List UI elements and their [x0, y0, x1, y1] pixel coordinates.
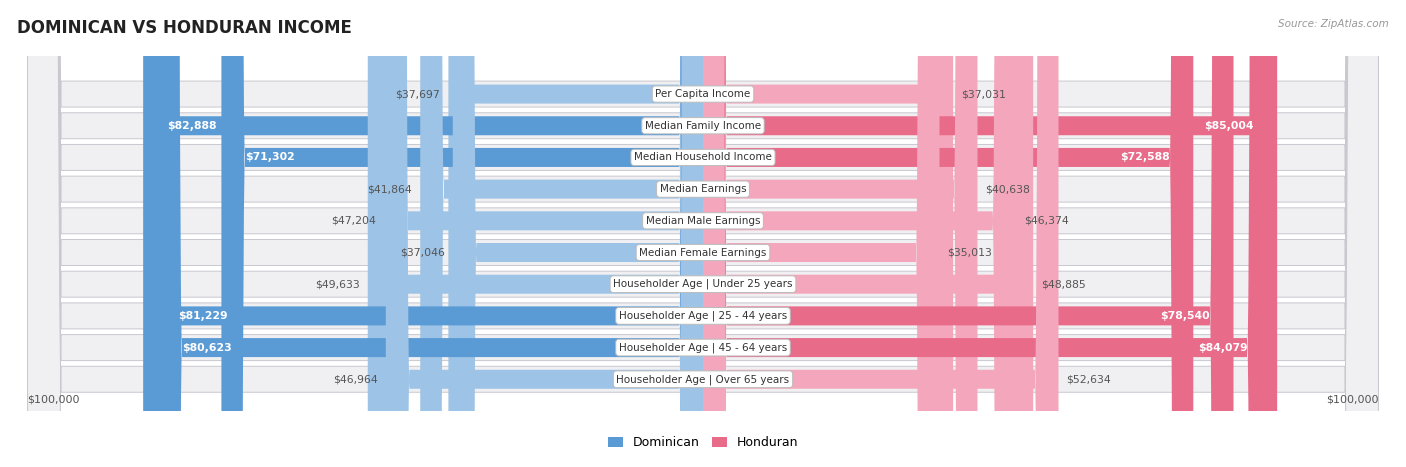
Text: Median Earnings: Median Earnings: [659, 184, 747, 194]
FancyBboxPatch shape: [28, 0, 1378, 467]
Text: $37,697: $37,697: [395, 89, 440, 99]
Text: $47,204: $47,204: [332, 216, 375, 226]
FancyBboxPatch shape: [703, 0, 1277, 467]
FancyBboxPatch shape: [155, 0, 703, 467]
FancyBboxPatch shape: [28, 0, 1378, 467]
FancyBboxPatch shape: [703, 0, 939, 467]
Legend: Dominican, Honduran: Dominican, Honduran: [603, 432, 803, 454]
Text: $48,885: $48,885: [1042, 279, 1085, 289]
FancyBboxPatch shape: [703, 0, 1017, 467]
Text: Median Female Earnings: Median Female Earnings: [640, 248, 766, 257]
Text: $81,229: $81,229: [179, 311, 228, 321]
Text: Householder Age | 25 - 44 years: Householder Age | 25 - 44 years: [619, 311, 787, 321]
FancyBboxPatch shape: [703, 0, 1059, 467]
FancyBboxPatch shape: [28, 0, 1378, 467]
FancyBboxPatch shape: [703, 0, 1271, 467]
FancyBboxPatch shape: [28, 0, 1378, 467]
FancyBboxPatch shape: [28, 0, 1378, 467]
Text: Householder Age | Under 25 years: Householder Age | Under 25 years: [613, 279, 793, 290]
Text: $71,302: $71,302: [245, 152, 295, 163]
FancyBboxPatch shape: [28, 0, 1378, 467]
FancyBboxPatch shape: [28, 0, 1378, 467]
Text: $46,964: $46,964: [333, 374, 378, 384]
FancyBboxPatch shape: [384, 0, 703, 467]
Text: Per Capita Income: Per Capita Income: [655, 89, 751, 99]
FancyBboxPatch shape: [420, 0, 703, 467]
Text: $85,004: $85,004: [1204, 121, 1254, 131]
FancyBboxPatch shape: [28, 0, 1378, 467]
Text: DOMINICAN VS HONDURAN INCOME: DOMINICAN VS HONDURAN INCOME: [17, 19, 352, 37]
FancyBboxPatch shape: [143, 0, 703, 467]
Text: $100,000: $100,000: [28, 395, 80, 405]
Text: $37,031: $37,031: [962, 89, 1007, 99]
Text: Householder Age | Over 65 years: Householder Age | Over 65 years: [616, 374, 790, 384]
Text: $84,079: $84,079: [1198, 343, 1247, 353]
Text: $78,540: $78,540: [1160, 311, 1209, 321]
Text: $41,864: $41,864: [367, 184, 412, 194]
FancyBboxPatch shape: [28, 0, 1378, 467]
Text: Householder Age | 45 - 64 years: Householder Age | 45 - 64 years: [619, 342, 787, 353]
FancyBboxPatch shape: [703, 0, 1233, 467]
Text: $35,013: $35,013: [948, 248, 993, 257]
FancyBboxPatch shape: [368, 0, 703, 467]
FancyBboxPatch shape: [703, 0, 953, 467]
FancyBboxPatch shape: [385, 0, 703, 467]
FancyBboxPatch shape: [159, 0, 703, 467]
Text: $52,634: $52,634: [1067, 374, 1111, 384]
Text: $49,633: $49,633: [315, 279, 360, 289]
Text: $72,588: $72,588: [1121, 152, 1170, 163]
FancyBboxPatch shape: [28, 0, 1378, 467]
Text: $37,046: $37,046: [399, 248, 444, 257]
Text: $82,888: $82,888: [167, 121, 217, 131]
Text: Median Family Income: Median Family Income: [645, 121, 761, 131]
Text: $80,623: $80,623: [183, 343, 232, 353]
Text: $46,374: $46,374: [1025, 216, 1069, 226]
Text: Median Household Income: Median Household Income: [634, 152, 772, 163]
FancyBboxPatch shape: [221, 0, 703, 467]
FancyBboxPatch shape: [703, 0, 1033, 467]
Text: $100,000: $100,000: [1326, 395, 1378, 405]
Text: Source: ZipAtlas.com: Source: ZipAtlas.com: [1278, 19, 1389, 28]
Text: $40,638: $40,638: [986, 184, 1031, 194]
FancyBboxPatch shape: [449, 0, 703, 467]
FancyBboxPatch shape: [703, 0, 977, 467]
FancyBboxPatch shape: [703, 0, 1194, 467]
Text: Median Male Earnings: Median Male Earnings: [645, 216, 761, 226]
FancyBboxPatch shape: [453, 0, 703, 467]
